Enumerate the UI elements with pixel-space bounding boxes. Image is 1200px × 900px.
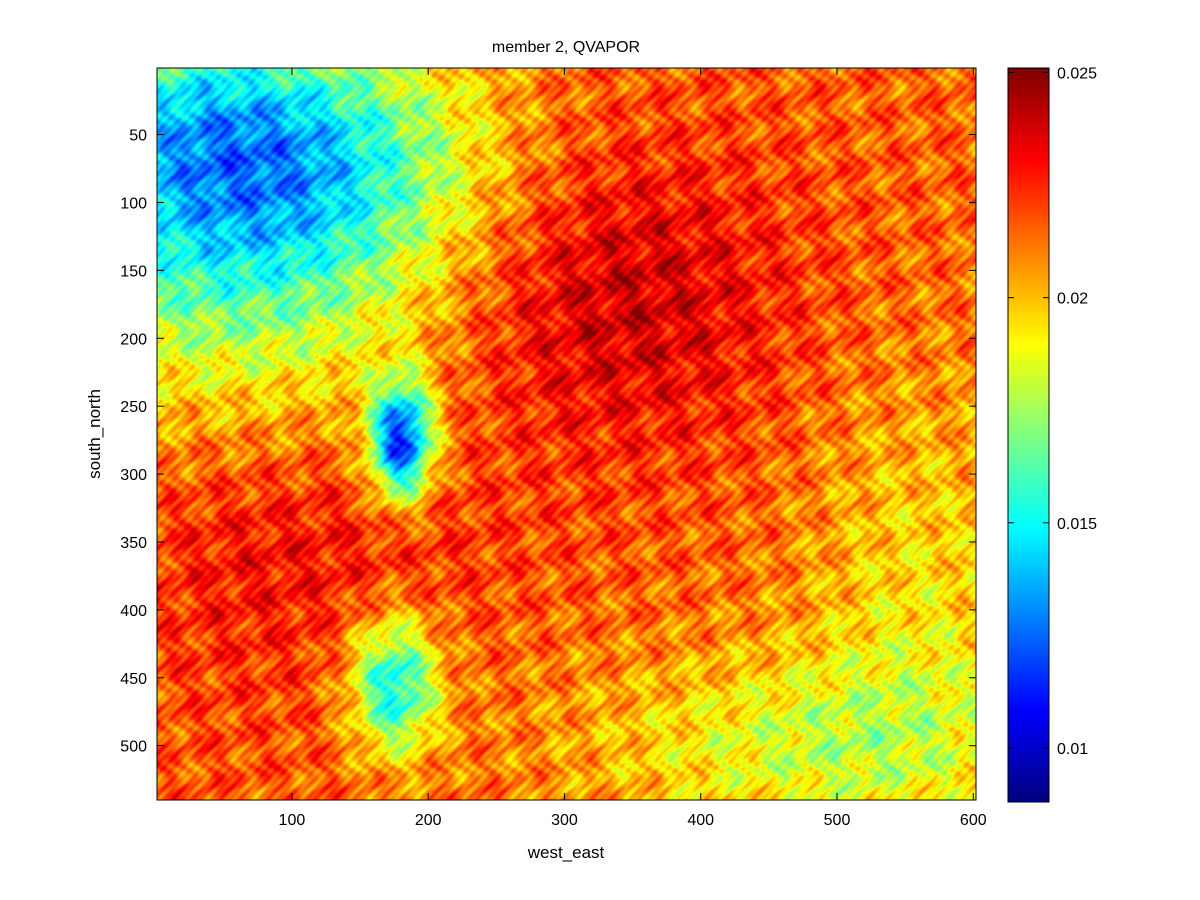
- colorbar-frame: [1007, 67, 1050, 803]
- colorbar-tick-label: 0.025: [1057, 66, 1097, 83]
- y-tick-label: 350: [120, 535, 147, 552]
- plot-area: [156, 67, 977, 801]
- x-axis: 100 200 300 400 500 600: [279, 68, 987, 829]
- y-tick-label: 500: [120, 739, 147, 756]
- colorbar-tick-label: 0.02: [1057, 291, 1088, 308]
- x-tick-label: 500: [824, 812, 851, 829]
- x-tick-label: 200: [415, 812, 442, 829]
- x-axis-label: west_east: [527, 843, 605, 862]
- x-tick-label: 100: [279, 812, 306, 829]
- y-axis: 50 100 150 200 250 300 350 400 450 500: [120, 128, 976, 756]
- y-tick-label: 250: [120, 399, 147, 416]
- colorbar-tick-label: 0.015: [1057, 516, 1097, 533]
- colorbar-gradient: [1008, 68, 1049, 802]
- y-tick-label: 450: [120, 671, 147, 688]
- colorbar-ticks: 0.01 0.015 0.02 0.025: [1008, 66, 1097, 758]
- colorbar: 0.01 0.015 0.02 0.025: [1007, 66, 1097, 803]
- y-tick-label: 400: [120, 603, 147, 620]
- y-axis-label: south_north: [85, 389, 104, 479]
- heatmap: [157, 68, 976, 800]
- colorbar-tick-label: 0.01: [1057, 741, 1088, 758]
- y-tick-label: 50: [129, 128, 147, 145]
- chart-title: member 2, QVAPOR: [492, 39, 640, 56]
- plot-frame: [156, 67, 977, 801]
- y-tick-label: 300: [120, 467, 147, 484]
- x-tick-label: 300: [551, 812, 578, 829]
- y-tick-label: 100: [120, 195, 147, 212]
- y-tick-label: 200: [120, 331, 147, 348]
- y-tick-label: 150: [120, 263, 147, 280]
- x-tick-label: 400: [687, 812, 714, 829]
- x-tick-label: 600: [960, 812, 987, 829]
